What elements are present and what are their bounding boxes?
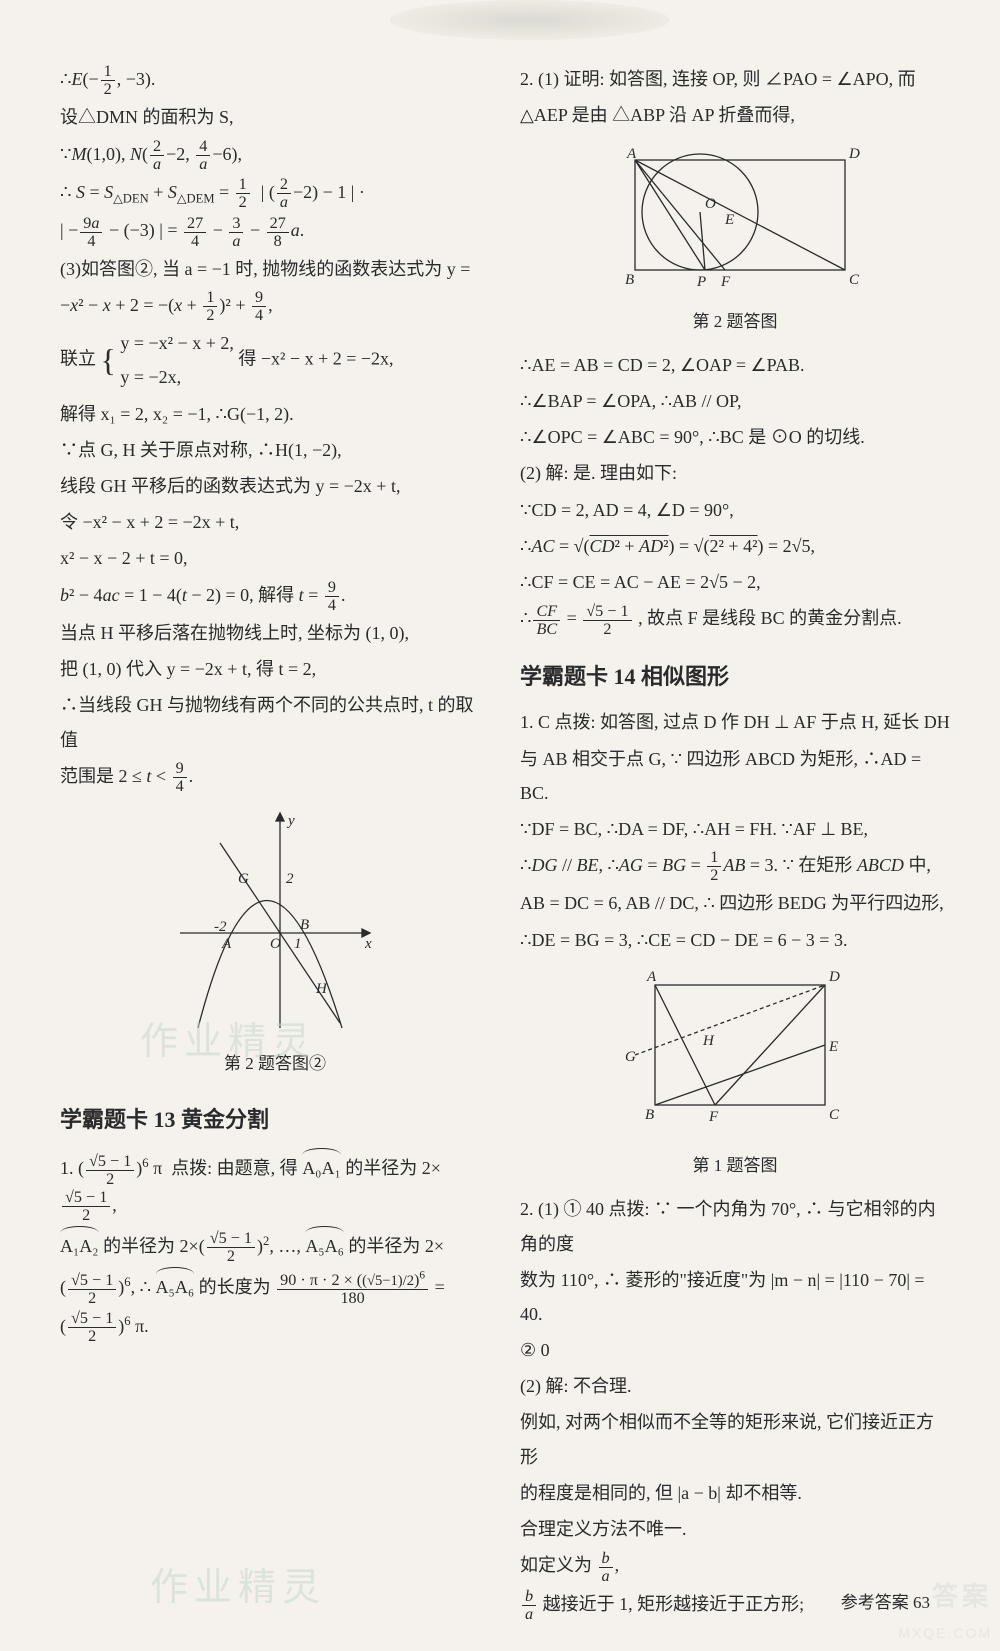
svg-text:O: O bbox=[705, 196, 716, 212]
two-column-layout: ∴E(−12, −3). 设△DMN 的面积为 S, ∵M(1,0), N(2a… bbox=[60, 60, 950, 1625]
svg-text:B: B bbox=[645, 1107, 654, 1123]
watermark: 作业精灵 bbox=[150, 1556, 326, 1611]
svg-text:2: 2 bbox=[286, 871, 294, 887]
svg-text:C: C bbox=[829, 1107, 840, 1123]
text-line: 的程度是相同的, 但 |a − b| 却不相等. bbox=[520, 1476, 950, 1510]
text-line: ② 0 bbox=[520, 1333, 950, 1367]
text-line: ∴∠BAP = ∠OPA, ∴AB // OP, bbox=[520, 384, 950, 418]
svg-text:G: G bbox=[238, 871, 249, 887]
svg-text:A: A bbox=[626, 146, 637, 162]
text-line: (√5 − 12)6, ∴ A₅A₆ 的长度为 90 · π · 2 × ((√… bbox=[60, 1267, 490, 1307]
text-line: (2) 解: 不合理. bbox=[520, 1369, 950, 1403]
svg-text:-2: -2 bbox=[214, 919, 227, 935]
text-line: ∵点 G, H 关于原点对称, ∴H(1, −2), bbox=[60, 433, 490, 467]
label: 得 −x² − x + 2 = −2x, bbox=[238, 349, 393, 369]
corner-brand-bottom: MXQE.COM bbox=[898, 1625, 992, 1641]
text-line: 数为 110°, ∴ 菱形的"接近度"为 |m − n| = |110 − 70… bbox=[520, 1263, 950, 1331]
text-line: | −9a4 − (−3) | = 274 − 3a − 278a. bbox=[60, 213, 490, 249]
text-line: 令 −x² − x + 2 = −2x + t, bbox=[60, 505, 490, 539]
text-line: ∵CD = 2, AD = 4, ∠D = 90°, bbox=[520, 493, 950, 527]
text-line: 设△DMN 的面积为 S, bbox=[60, 100, 490, 134]
text-line: 例如, 对两个相似而不全等的矩形来说, 它们接近正方形 bbox=[520, 1405, 950, 1473]
text-line: ∴ S = S△DEN + S△DEM = 12 | (2a−2) − 1 | … bbox=[60, 175, 490, 211]
svg-text:A: A bbox=[221, 936, 232, 952]
text-line: 与 AB 相交于点 G, ∵ 四边形 ABCD 为矩形, ∴AD = BC. bbox=[520, 742, 950, 810]
svg-text:E: E bbox=[828, 1039, 838, 1055]
svg-text:F: F bbox=[720, 274, 731, 290]
label: , 故点 F 是线段 BC 的黄金分割点. bbox=[638, 608, 902, 628]
svg-text:G: G bbox=[625, 1049, 636, 1065]
text-line: x² − x − 2 + t = 0, bbox=[60, 541, 490, 575]
figure-caption: 第 1 题答图 bbox=[520, 1150, 950, 1182]
svg-text:D: D bbox=[828, 969, 840, 985]
text-line: 把 (1, 0) 代入 y = −2x + t, 得 t = 2, bbox=[60, 652, 490, 686]
left-column: ∴E(−12, −3). 设△DMN 的面积为 S, ∵M(1,0), N(2a… bbox=[60, 60, 490, 1625]
corner-brand: 答案 MXQE.COM bbox=[870, 1561, 1000, 1651]
text-line: ∵M(1,0), N(2a−2, 4a−6), bbox=[60, 137, 490, 173]
svg-text:C: C bbox=[849, 272, 860, 288]
text-line: ∵DF = BC, ∴DA = DF, ∴AH = FH. ∵AF ⊥ BE, bbox=[520, 812, 950, 846]
text-line: 解得 x₁ = 2, x₂ = −1, ∴G(−1, 2). bbox=[60, 397, 490, 431]
label: 联立 bbox=[60, 349, 96, 369]
eq: y = −x² − x + 2, bbox=[120, 326, 234, 360]
svg-text:E: E bbox=[724, 212, 734, 228]
text-line: △AEP 是由 △ABP 沿 AP 折叠而得, bbox=[520, 98, 950, 132]
figure-caption: 第 2 题答图 bbox=[520, 306, 950, 338]
svg-text:y: y bbox=[286, 813, 295, 829]
watermark: 作业精灵 bbox=[140, 1010, 316, 1065]
text-line: 线段 GH 平移后的函数表达式为 y = −2x + t, bbox=[60, 469, 490, 503]
text-line: ∴AE = AB = CD = 2, ∠OAP = ∠PAB. bbox=[520, 348, 950, 382]
corner-brand-top: 答案 bbox=[932, 1576, 992, 1613]
text-line: (3)如答图②, 当 a = −1 时, 抛物线的函数表达式为 y = bbox=[60, 252, 490, 286]
text-line: A₁A₂ 的半径为 2×(√5 − 12)2, …, A₅A₆ 的半径为 2× bbox=[60, 1226, 490, 1265]
text-line: 2. (1) 证明: 如答图, 连接 OP, 则 ∠PAO = ∠APO, 而 bbox=[520, 62, 950, 96]
svg-text:x: x bbox=[364, 936, 372, 952]
top-smudge bbox=[390, 0, 670, 40]
svg-text:D: D bbox=[848, 146, 860, 162]
text-line: 1. C 点拨: 如答图, 过点 D 作 DH ⊥ AF 于点 H, 延长 DH bbox=[520, 705, 950, 739]
text-line: 合理定义方法不唯一. bbox=[520, 1512, 950, 1546]
svg-text:H: H bbox=[315, 981, 328, 997]
page: ∴E(−12, −3). 设△DMN 的面积为 S, ∵M(1,0), N(2a… bbox=[0, 0, 1000, 1651]
text-line: 当点 H 平移后落在抛物线上时, 坐标为 (1, 0), bbox=[60, 616, 490, 650]
eq: y = −2x, bbox=[120, 360, 234, 394]
text-line: ∴∠OPC = ∠ABC = 90°, ∴BC 是 ⊙O 的切线. bbox=[520, 420, 950, 454]
svg-text:B: B bbox=[625, 272, 634, 288]
text-line: 2. (1) ① 40 点拨: ∵ 一个内角为 70°, ∴ 与它相邻的内角的度 bbox=[520, 1192, 950, 1260]
text-line: 联立 { y = −x² − x + 2, y = −2x, 得 −x² − x… bbox=[60, 326, 490, 394]
text-line: −x² − x + 2 = −(x + 12)² + 94, bbox=[60, 288, 490, 324]
svg-text:B: B bbox=[300, 917, 309, 933]
svg-text:F: F bbox=[708, 1109, 719, 1125]
text-line: ∴E(−12, −3). bbox=[60, 62, 490, 98]
text-line: ∴CF = CE = AC − AE = 2√5 − 2, bbox=[520, 565, 950, 599]
text-line: ∴当线段 GH 与抛物线有两个不同的公共点时, t 的取值 bbox=[60, 688, 490, 756]
figure-circle-rect: A D B C O E P F bbox=[520, 140, 950, 301]
text-line: ∴DG // BE, ∴AG = BG = 12AB = 3. ∵ 在矩形 AB… bbox=[520, 848, 950, 884]
text-line: 范围是 2 ≤ t < 94. bbox=[60, 759, 490, 795]
text-line: ∴AC = √(CD² + AD²) = √(2² + 4²) = 2√5, bbox=[520, 529, 950, 563]
section-title-14: 学霸题卡 14 相似图形 bbox=[520, 656, 950, 698]
text-line: b² − 4ac = 1 − 4(t − 2) = 0, 解得 t = 94. bbox=[60, 578, 490, 614]
svg-text:O: O bbox=[270, 936, 281, 952]
text-line: ∴CFBC = √5 − 12 , 故点 F 是线段 BC 的黄金分割点. bbox=[520, 601, 950, 637]
figure-parabola: y x O A -2 B 1 G 2 H bbox=[60, 803, 490, 1044]
text-line: 1. (√5 − 12)6 π 点拨: 由题意, 得 A₀A₁ 的半径为 2×√… bbox=[60, 1148, 490, 1224]
svg-text:H: H bbox=[702, 1033, 715, 1049]
text-line: (√5 − 12)6 π. bbox=[60, 1309, 490, 1345]
figure-rect-similar: A D B C E F G H bbox=[520, 965, 950, 1146]
svg-text:1: 1 bbox=[294, 936, 302, 952]
right-column: 2. (1) 证明: 如答图, 连接 OP, 则 ∠PAO = ∠APO, 而 … bbox=[520, 60, 950, 1625]
svg-text:P: P bbox=[696, 274, 706, 290]
text-line: (2) 解: 是. 理由如下: bbox=[520, 456, 950, 490]
text-line: ∴DE = BG = 3, ∴CE = CD − DE = 6 − 3 = 3. bbox=[520, 923, 950, 957]
section-title-13: 学霸题卡 13 黄金分割 bbox=[60, 1099, 490, 1141]
svg-text:A: A bbox=[646, 969, 657, 985]
text-line: AB = DC = 6, AB // DC, ∴ 四边形 BEDG 为平行四边形… bbox=[520, 886, 950, 920]
